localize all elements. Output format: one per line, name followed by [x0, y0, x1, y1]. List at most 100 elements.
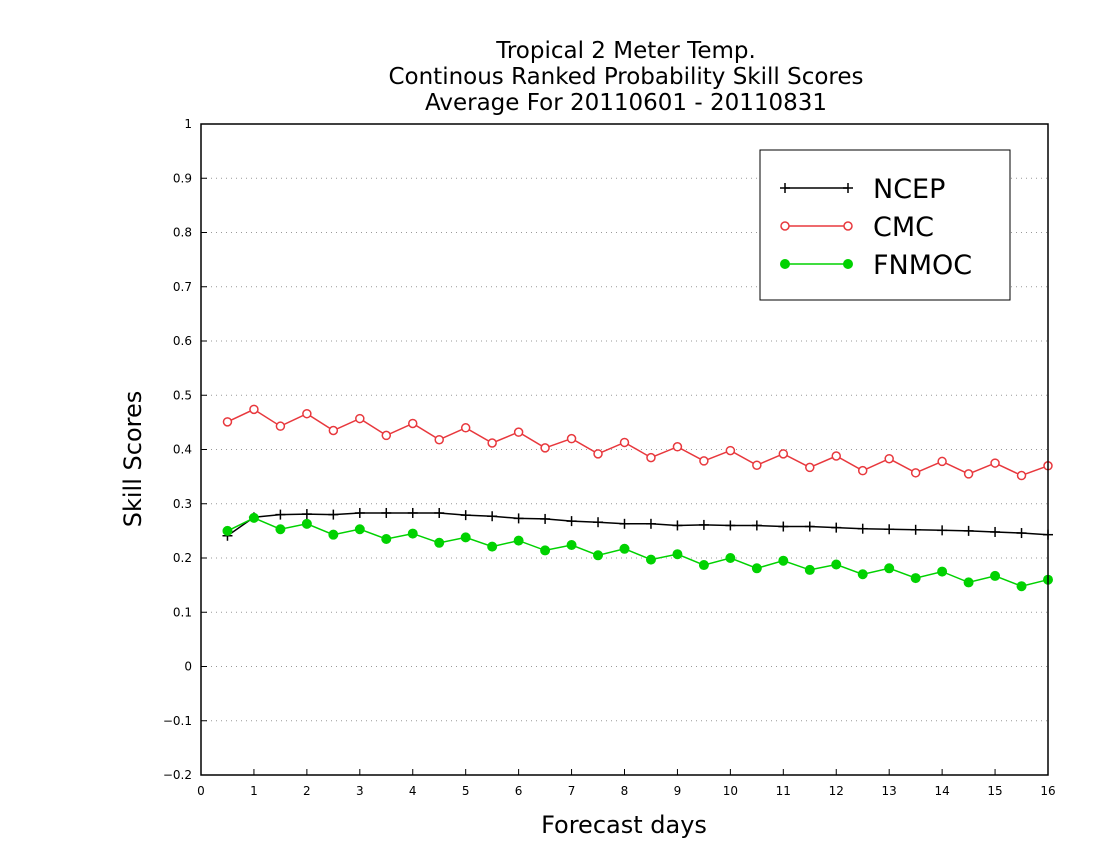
data-point-fnmoc — [301, 518, 312, 529]
legend-marker — [780, 259, 790, 269]
data-point-cmc — [699, 456, 709, 466]
data-point-ncep — [619, 518, 630, 529]
x-tick-label: 16 — [1040, 784, 1055, 798]
data-point-cmc — [566, 433, 577, 444]
x-tick-label: 4 — [409, 784, 417, 798]
data-point-cmc — [513, 427, 524, 437]
data-point-ncep — [804, 521, 815, 532]
data-point-ncep — [1016, 528, 1027, 539]
data-point-fnmoc — [725, 553, 736, 563]
data-point-cmc — [381, 430, 392, 441]
series-line-cmc — [227, 408, 1049, 477]
data-point-ncep — [990, 526, 1001, 537]
data-point-fnmoc — [884, 563, 895, 574]
data-point-cmc — [619, 437, 630, 448]
x-tick-label: 5 — [462, 784, 470, 798]
data-point-fnmoc — [804, 564, 815, 575]
data-point-ncep — [831, 522, 842, 533]
legend-label-fnmoc: FNMOC — [873, 250, 972, 281]
y-tick-label: 1 — [184, 117, 192, 131]
y-tick-label: 0.7 — [173, 280, 192, 294]
x-tick-label: 15 — [987, 784, 1002, 798]
legend-item-ncep: NCEP — [780, 174, 945, 205]
data-point-cmc — [460, 423, 471, 433]
data-point-ncep — [540, 513, 551, 524]
data-point-cmc — [487, 438, 497, 448]
x-tick-label: 7 — [568, 784, 576, 798]
y-tick-label: 0.5 — [173, 388, 192, 402]
data-point-cmc — [646, 452, 656, 463]
data-point-ncep — [460, 510, 471, 521]
y-tick-label: 0 — [184, 660, 192, 674]
data-point-cmc — [540, 443, 550, 453]
data-point-fnmoc — [831, 559, 842, 570]
data-point-ncep — [698, 519, 709, 530]
data-point-ncep — [381, 507, 392, 518]
data-point-cmc — [408, 418, 418, 429]
x-tick-label: 10 — [723, 784, 738, 798]
x-tick-label: 6 — [515, 784, 523, 798]
data-point-fnmoc — [275, 524, 286, 535]
data-point-cmc — [302, 408, 312, 419]
y-tick-label: −0.1 — [163, 714, 192, 728]
x-tick-label: 3 — [356, 784, 364, 798]
x-tick-label: 14 — [934, 784, 949, 798]
data-point-fnmoc — [566, 539, 577, 550]
data-point-ncep — [725, 520, 736, 531]
data-point-fnmoc — [990, 570, 1001, 581]
x-tick-label: 1 — [250, 784, 258, 798]
y-tick-label: 0.6 — [173, 334, 192, 348]
x-tick-label: 9 — [674, 784, 682, 798]
data-point-cmc — [249, 404, 259, 415]
data-point-cmc — [752, 460, 762, 470]
data-point-fnmoc — [937, 566, 948, 577]
y-tick-label: −0.2 — [163, 768, 192, 782]
legend-marker — [780, 221, 790, 231]
y-axis-label: Skill Scores — [119, 391, 147, 528]
legend: NCEP CMC FNMOC — [759, 149, 1011, 301]
chart-title: Tropical 2 Meter Temp. Continous Ranked … — [388, 38, 863, 116]
series-layer — [222, 404, 1053, 592]
data-point-ncep — [593, 517, 604, 528]
series-ncep — [222, 507, 1053, 541]
data-point-fnmoc — [407, 528, 418, 539]
data-point-cmc — [778, 449, 789, 459]
data-point-cmc — [1016, 470, 1027, 481]
data-point-ncep — [434, 507, 445, 518]
title-line-2: Continous Ranked Probability Skill Score… — [388, 64, 863, 90]
data-point-fnmoc — [328, 529, 339, 540]
data-point-cmc — [963, 469, 974, 479]
data-point-cmc — [275, 421, 286, 431]
legend-item-fnmoc: FNMOC — [780, 250, 972, 281]
data-point-cmc — [725, 445, 736, 456]
data-point-cmc — [434, 434, 444, 445]
title-line-1: Tropical 2 Meter Temp. — [495, 38, 756, 64]
data-point-cmc — [222, 417, 233, 427]
data-point-fnmoc — [248, 512, 259, 523]
data-point-cmc — [884, 453, 894, 464]
data-point-ncep — [937, 525, 948, 536]
data-point-ncep — [857, 523, 868, 534]
data-point-ncep — [672, 520, 683, 531]
legend-marker — [843, 221, 853, 231]
x-axis-label: Forecast days — [541, 811, 707, 839]
data-point-ncep — [301, 509, 312, 520]
data-point-cmc — [355, 413, 365, 424]
data-point-ncep — [910, 524, 921, 535]
data-point-fnmoc — [1016, 581, 1027, 592]
data-point-ncep — [884, 524, 895, 535]
data-point-cmc — [937, 456, 947, 467]
legend-item-cmc: CMC — [780, 212, 934, 243]
data-point-fnmoc — [593, 550, 604, 561]
data-point-fnmoc — [857, 569, 868, 580]
data-point-ncep — [513, 513, 524, 524]
data-point-cmc — [910, 468, 921, 478]
data-point-ncep — [407, 507, 418, 518]
y-tick-label: 0.1 — [173, 605, 192, 619]
data-point-fnmoc — [222, 525, 233, 536]
x-tick-label: 0 — [197, 784, 205, 798]
data-point-ncep — [778, 521, 789, 532]
data-point-cmc — [990, 458, 1000, 468]
data-point-cmc — [857, 465, 868, 476]
y-tick-label: 0.3 — [173, 497, 192, 511]
